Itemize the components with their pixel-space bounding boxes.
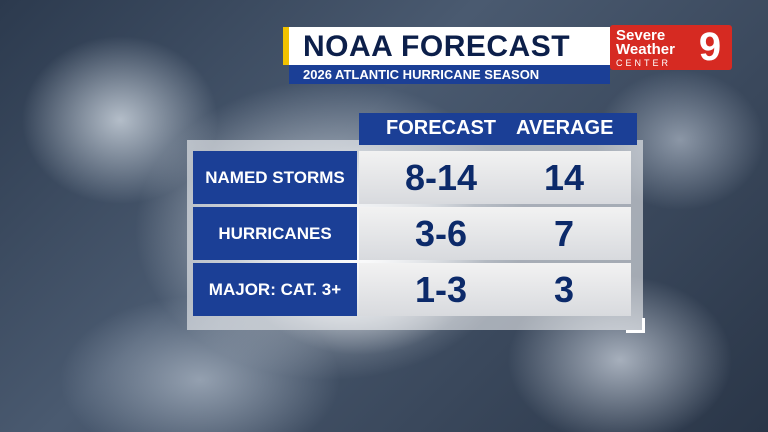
row-label-named-storms: NAMED STORMS xyxy=(193,151,357,204)
table-header: FORECAST AVERAGE xyxy=(359,113,637,145)
logo-severe-text: Severe xyxy=(616,27,666,44)
average-value: 3 xyxy=(553,269,575,310)
forecast-value: 3-6 xyxy=(414,213,468,254)
average-value: 14 xyxy=(543,157,585,198)
channel-nine-icon: 9 xyxy=(698,25,722,69)
severe-weather-center-logo: Severe Weather CENTER 9 xyxy=(610,25,732,70)
table-row: 8-14 14 xyxy=(359,151,631,204)
logo-weather-text: Weather xyxy=(616,41,675,58)
page-subtitle: 2026 ATLANTIC HURRICANE SEASON xyxy=(303,67,540,82)
corner-bracket xyxy=(626,318,645,333)
forecast-value: 1-3 xyxy=(414,269,468,310)
column-header-average: AVERAGE xyxy=(516,117,614,139)
row-label-major-hurricanes: MAJOR: CAT. 3+ xyxy=(193,263,357,316)
column-header-forecast: FORECAST xyxy=(386,117,496,139)
title-box: NOAA FORECAST xyxy=(283,27,610,65)
page-title: NOAA FORECAST xyxy=(303,30,571,63)
logo-center-text: CENTER xyxy=(616,58,672,68)
average-value: 7 xyxy=(553,213,575,254)
table-row: 3-6 7 xyxy=(359,207,631,260)
subtitle-bar: 2026 ATLANTIC HURRICANE SEASON xyxy=(289,65,610,84)
forecast-value: 8-14 xyxy=(404,157,478,198)
row-label-hurricanes: HURRICANES xyxy=(193,207,357,260)
table-row: 1-3 3 xyxy=(359,263,631,316)
